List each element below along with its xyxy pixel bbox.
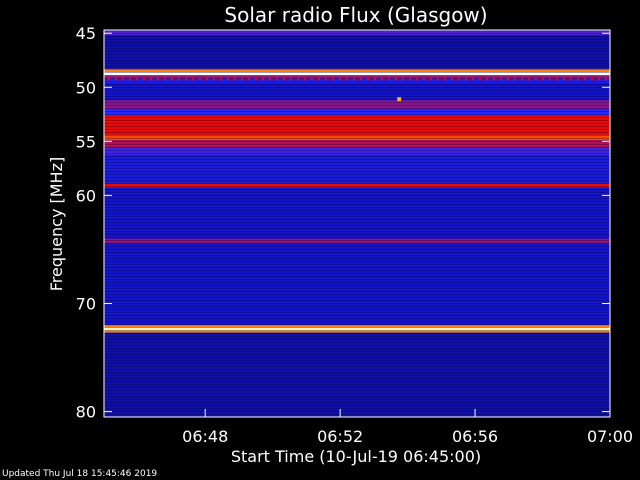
- chart-title: Solar radio Flux (Glasgow): [224, 3, 487, 27]
- y-axis-label: Frequency [MHz]: [47, 157, 66, 291]
- heatmap-band-6: [104, 82, 610, 101]
- heatmap-band-19: [104, 327, 610, 331]
- heatmap-band-9: [104, 115, 610, 135]
- heatmap-band-12: [104, 147, 610, 156]
- x-tick-label: 06:56: [452, 427, 498, 446]
- heatmap-band-20: [104, 330, 610, 333]
- y-tick-label: 50: [76, 78, 96, 97]
- heatmap-band-10: [104, 134, 610, 141]
- heatmap-band-3: [104, 72, 610, 76]
- heatmap-band-15: [104, 187, 610, 239]
- marker-dots: [108, 77, 607, 81]
- y-tick-label: 80: [76, 403, 96, 422]
- y-tick-label: 60: [76, 186, 96, 205]
- heatmap-band-0: [104, 30, 610, 36]
- heatmap-band-17: [104, 242, 610, 326]
- x-tick-label: 06:52: [317, 427, 363, 446]
- burst-spike-0: [397, 97, 402, 102]
- y-tick-label: 45: [76, 24, 96, 43]
- heatmap-band-4: [104, 75, 610, 79]
- x-tick-label: 06:48: [182, 427, 228, 446]
- heatmap-band-8: [104, 108, 610, 116]
- channel-texture: [104, 30, 610, 415]
- y-axis: 45 50 55 60 70 80: [76, 24, 610, 422]
- y-tick-label: 55: [76, 132, 96, 151]
- heatmap-band-14: [104, 183, 610, 188]
- x-axis-label: Start Time (10-Jul-19 06:45:00): [231, 447, 481, 466]
- heatmap-band-7: [104, 100, 610, 109]
- heatmap-band-16: [104, 238, 610, 243]
- heatmap-band-1: [104, 35, 610, 69]
- plot-frame: [103, 29, 611, 418]
- x-tick-label: 07:00: [587, 427, 633, 446]
- x-axis: 06:48 06:52 06:56 07:00: [182, 409, 633, 446]
- heatmap-band-11: [104, 140, 610, 148]
- heatmap-band-2: [104, 68, 610, 73]
- heatmap-band-18: [104, 325, 610, 328]
- plot-area: [103, 29, 611, 418]
- y-tick-label: 70: [76, 294, 96, 313]
- heatmap-band-21: [104, 332, 610, 417]
- heatmap-band-5: [104, 78, 610, 83]
- heatmap-band-13: [104, 155, 610, 184]
- updated-timestamp: Updated Thu Jul 18 15:45:46 2019: [2, 469, 158, 479]
